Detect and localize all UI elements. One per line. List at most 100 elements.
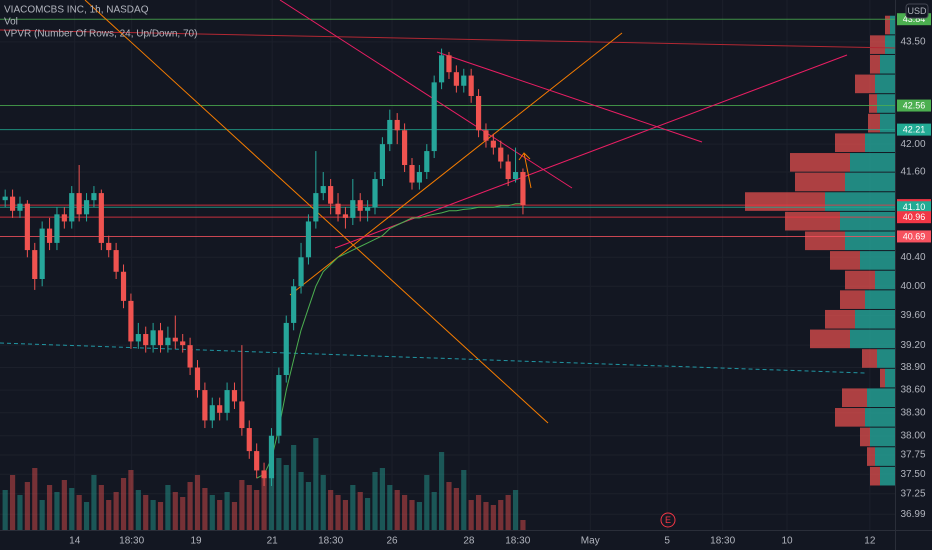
volume-bar <box>180 497 186 530</box>
candle-body <box>365 207 371 211</box>
candle-body <box>157 330 164 346</box>
volume-bar <box>91 475 97 530</box>
volume-bar <box>172 492 178 530</box>
x-tick-label: 18:30 <box>710 536 735 547</box>
y-tick-label: 37.50 <box>900 469 925 480</box>
volume-bar <box>409 500 415 530</box>
volume-bar <box>261 475 267 530</box>
trend-line <box>334 54 848 249</box>
profile-up <box>850 329 895 349</box>
profile-up <box>825 192 895 211</box>
price-badge-label: 43.84 <box>903 14 926 24</box>
candle-body <box>313 193 319 222</box>
volume-bar <box>246 485 252 530</box>
candle-body <box>468 75 474 96</box>
volume-bar <box>209 495 215 530</box>
x-tick-label: 18:30 <box>318 536 343 547</box>
candle-body <box>298 257 304 287</box>
candle-body <box>39 228 45 280</box>
chart-title: VIACOMCBS INC, 1h, NASDAQ <box>4 5 149 16</box>
volume-bar <box>224 492 230 530</box>
profile-down <box>862 349 877 368</box>
candle-body <box>379 144 385 180</box>
volume-bar <box>475 495 482 530</box>
candle-body <box>350 200 356 218</box>
volume-bar <box>298 472 304 530</box>
profile-up <box>880 54 895 74</box>
price-badge-label: 42.21 <box>903 124 926 134</box>
profile-up <box>890 15 895 35</box>
volume-bar <box>461 470 467 530</box>
profile-up <box>865 133 895 153</box>
candle-body <box>32 250 38 280</box>
candle-body <box>505 161 511 180</box>
profile-down <box>840 290 865 309</box>
candle-body <box>98 193 104 243</box>
currency-badge[interactable] <box>905 3 929 19</box>
candle-body <box>217 405 223 413</box>
candle-body <box>61 214 67 222</box>
trend-line <box>289 32 623 296</box>
arrow <box>518 152 532 189</box>
candle-body <box>113 250 119 272</box>
profile-up <box>885 35 895 54</box>
volume-profile <box>745 15 895 486</box>
candle-body <box>187 345 193 368</box>
volume-bar <box>98 485 104 530</box>
candle-body <box>446 55 452 73</box>
volume-bar <box>120 478 127 530</box>
y-tick-label: 38.60 <box>900 385 925 396</box>
profile-up <box>840 211 895 231</box>
x-tick-label: May <box>581 536 600 547</box>
volume-bar <box>350 485 356 530</box>
candle-body <box>76 193 82 215</box>
volume-bar <box>113 492 119 530</box>
candle-body <box>120 271 127 301</box>
x-tick-label: 12 <box>864 536 876 547</box>
volume-pane <box>2 438 526 530</box>
volume-bar <box>402 495 408 530</box>
earnings-marker[interactable] <box>660 512 676 528</box>
candle-body <box>246 428 252 452</box>
volume-bar <box>165 485 171 530</box>
volume-bar <box>453 488 459 530</box>
profile-down <box>835 133 865 153</box>
volume-bar <box>365 498 371 530</box>
volume-bar <box>217 500 223 530</box>
y-tick-label: 38.30 <box>900 407 925 418</box>
candle-body <box>91 193 97 201</box>
candle-body <box>387 119 393 145</box>
profile-down <box>855 74 875 94</box>
candle-body <box>106 242 112 251</box>
y-tick-label: 37.25 <box>900 488 925 499</box>
trend-line <box>279 0 573 189</box>
candle-body <box>402 130 408 166</box>
x-tick-label: 26 <box>386 536 398 547</box>
volume-bar <box>61 480 67 530</box>
profile-down <box>867 447 875 466</box>
profile-down <box>830 251 860 270</box>
volume-bar <box>194 475 201 530</box>
candle-body <box>291 286 297 323</box>
profile-down <box>790 153 850 172</box>
y-tick-label: 42.00 <box>900 139 925 150</box>
candle-body <box>261 470 267 479</box>
candle-body <box>209 405 215 421</box>
volume-bar <box>76 495 82 530</box>
candle-body <box>342 214 349 218</box>
price-badge <box>897 230 931 243</box>
profile-down <box>870 54 880 74</box>
volume-bar <box>69 488 75 530</box>
y-tick-label: 39.60 <box>900 310 925 321</box>
candle-body <box>305 221 312 258</box>
profile-up <box>845 231 895 251</box>
volume-bar <box>490 505 496 530</box>
candle-body <box>372 179 378 208</box>
candle-body <box>224 390 230 413</box>
profile-down <box>835 408 865 427</box>
volume-bar <box>128 470 134 530</box>
profile-up <box>865 290 895 309</box>
volume-bar <box>231 502 238 530</box>
candle-body <box>239 401 245 429</box>
